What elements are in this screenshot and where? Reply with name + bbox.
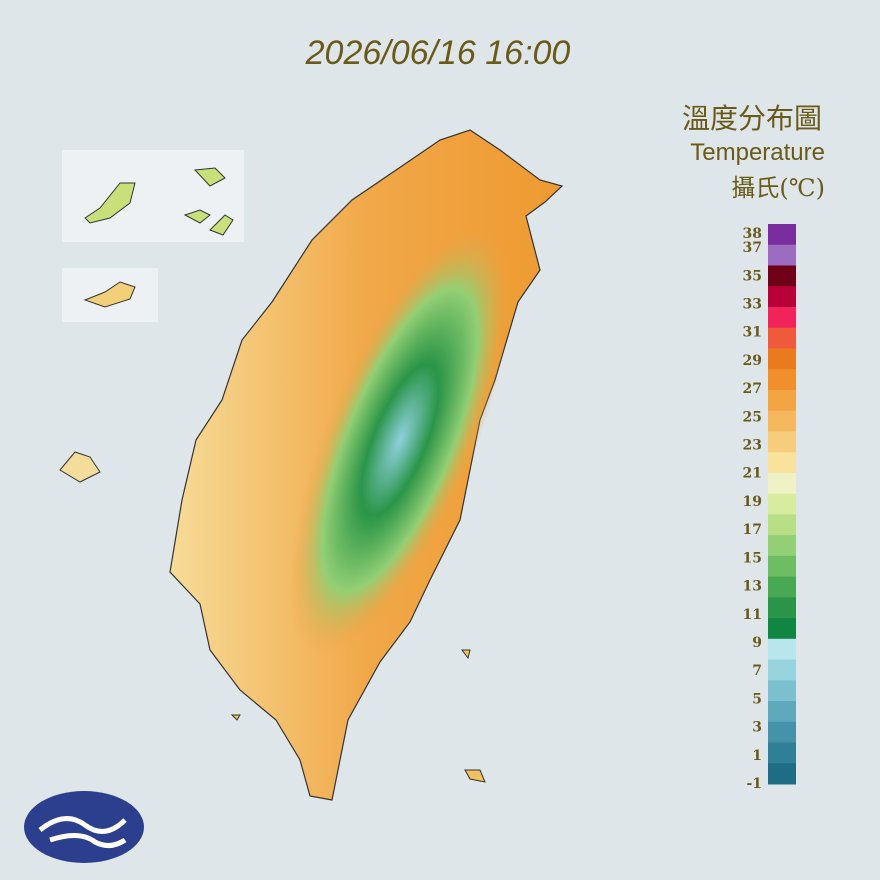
legend-swatch [768,493,796,515]
legend-label: 31 [743,325,762,341]
legend-swatch [768,618,796,640]
island [183,167,234,236]
legend-label: 25 [743,409,762,425]
legend-label: 23 [743,438,762,454]
legend-swatch [768,701,796,723]
legend-swatch [768,348,796,370]
legend-swatch [768,680,796,702]
legend-swatch [768,286,796,308]
island [59,451,101,483]
legend-swatch [768,389,796,412]
legend-swatch [768,721,796,744]
island [83,281,136,308]
legend-label: 7 [752,663,762,679]
legend-swatch [768,638,796,661]
legend-label: 33 [743,297,762,313]
legend-label: 27 [743,381,762,397]
legend-label: 19 [743,494,762,510]
legend-label: 29 [743,353,762,369]
legend-label: 3 [752,720,762,736]
legend-unit: 攝氏(℃) [731,174,825,202]
legend-swatch [768,535,796,557]
legend-label: 13 [743,579,762,595]
legend-label: 15 [743,550,762,566]
legend-label: 9 [752,635,762,651]
insets [59,150,486,783]
legend-label: 17 [743,522,762,538]
legend-swatch [768,659,796,681]
legend-label: 5 [752,691,762,707]
legend-swatch [768,514,796,536]
legend-swatch [768,431,796,453]
logo [24,791,144,863]
legend-swatch [768,224,796,246]
legend-swatch [768,265,796,287]
legend-label: 37 [743,240,762,256]
mountain-range [289,224,511,656]
legend-label: 11 [743,607,762,623]
island [230,649,486,783]
legend-swatch [768,410,796,432]
timestamp: 2026/06/16 16:00 [305,34,571,72]
legend-swatch [768,763,796,785]
legend-subtitle: Temperature [690,139,825,166]
legend-label: -1 [746,776,762,792]
legend-label: 21 [743,466,762,482]
legend-swatch [768,244,796,266]
legend-swatch [768,306,796,329]
legend-swatch [768,576,796,598]
legend-swatch [768,597,796,619]
island [84,182,136,224]
legend-label: 35 [743,268,762,284]
legend-title: 溫度分布圖 [682,102,822,135]
legend-swatch [768,327,796,349]
legend-swatch [768,742,796,764]
legend-label: 1 [752,748,762,764]
legend-swatch [768,369,796,391]
legend-swatch [768,472,796,495]
legend-swatch [768,555,796,578]
legend-label: 38 [743,226,762,242]
legend-swatch [768,452,796,474]
